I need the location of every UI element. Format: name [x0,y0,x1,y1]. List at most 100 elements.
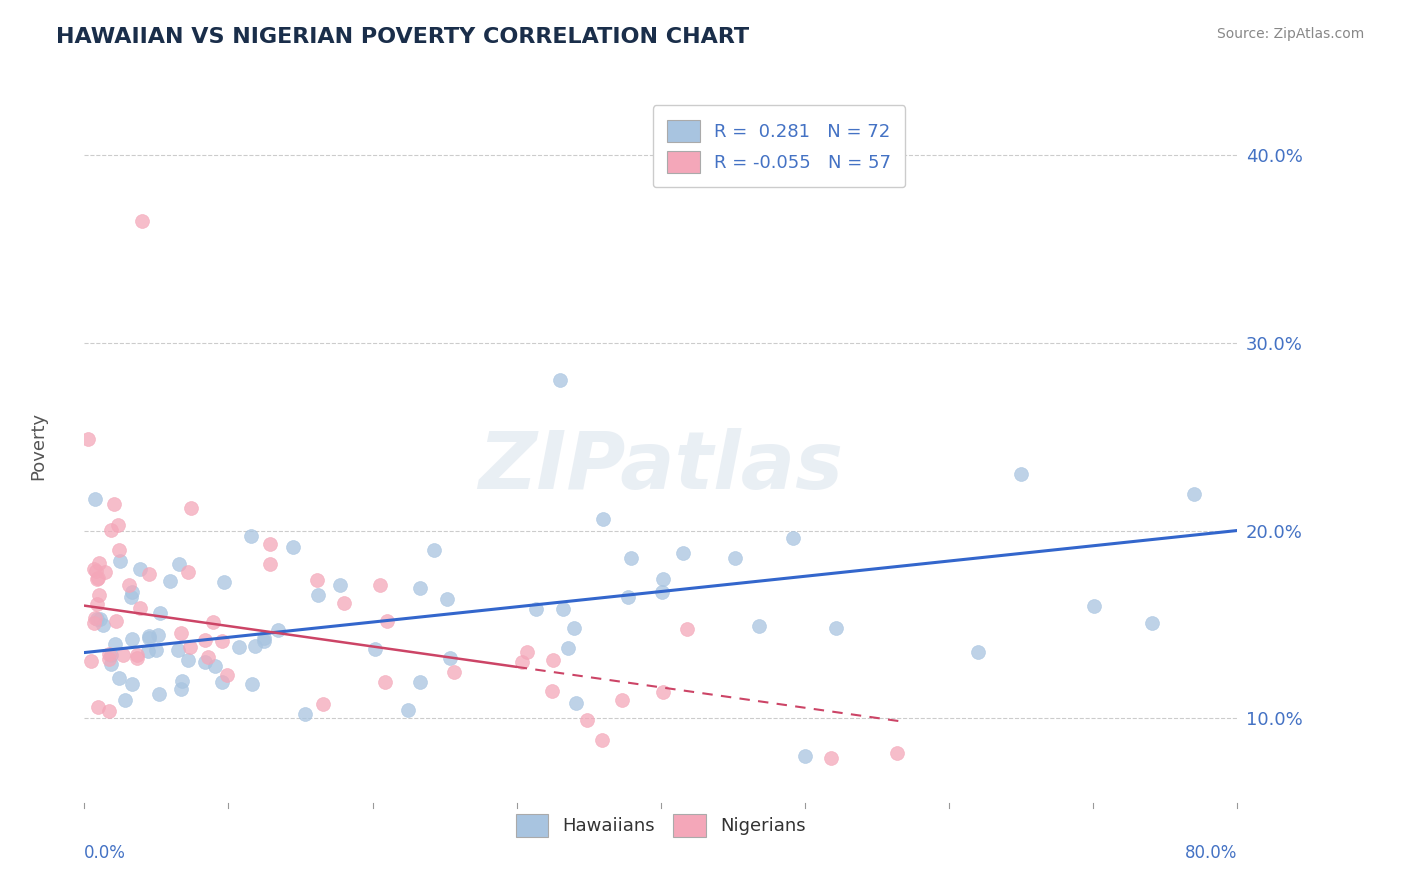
Point [217,668,239,682]
Point [83,491,105,506]
Point [138,631,160,645]
Point [211,675,233,690]
Point [652,572,675,586]
Point [87,700,110,714]
Point [329,577,352,591]
Point [616,590,638,604]
Point [201,615,224,629]
Point [409,675,432,690]
Point [396,703,419,717]
Point [114,693,136,707]
Point [86,572,108,586]
Point [107,671,129,685]
Legend: Hawaiians, Nigerians: Hawaiians, Nigerians [509,807,813,844]
Point [87,571,110,585]
Point [125,648,148,663]
Point [374,675,396,690]
Point [103,497,125,511]
Point [212,575,235,590]
Point [197,649,219,664]
Point [100,648,122,663]
Point [516,644,538,658]
Point [443,665,465,680]
Point [724,551,747,566]
Point [91,617,114,632]
Text: HAWAIIAN VS NIGERIAN POVERTY CORRELATION CHART: HAWAIIAN VS NIGERIAN POVERTY CORRELATION… [56,27,749,46]
Point [83,611,105,625]
Point [540,684,562,698]
Point [610,693,633,707]
Text: Poverty: Poverty [30,412,48,480]
Point [138,629,160,643]
Point [408,581,430,595]
Point [104,637,127,651]
Point [138,567,160,582]
Point [121,584,143,599]
Point [159,574,181,588]
Point [294,707,316,722]
Point [510,655,533,669]
Point [146,628,169,642]
Point [89,612,111,626]
Point [100,657,122,671]
Point [886,746,908,760]
Point [170,673,193,688]
Point [259,537,281,551]
Point [112,648,135,662]
Point [107,543,129,558]
Point [375,614,398,628]
Point [370,578,392,592]
Point [748,619,770,633]
Point [108,554,131,568]
Point [332,596,354,610]
Point [551,602,574,616]
Point [170,625,193,640]
Point [240,676,263,690]
Point [167,558,190,572]
Point [794,748,817,763]
Point [98,647,121,661]
Point [131,213,153,227]
Point [565,696,588,710]
Point [179,640,201,655]
Point [267,624,290,638]
Point [1083,599,1105,613]
Point [177,653,200,667]
Point [253,631,276,645]
Text: ZIPatlas: ZIPatlas [478,428,844,507]
Point [422,543,444,558]
Point [83,561,105,575]
Point [194,655,217,669]
Point [672,546,695,560]
Point [1140,615,1163,630]
Point [439,650,461,665]
Point [177,566,200,580]
Text: 80.0%: 80.0% [1185,844,1237,862]
Point [83,615,105,630]
Point [121,632,143,646]
Text: 0.0%: 0.0% [84,844,127,862]
Point [562,621,585,635]
Point [825,621,848,635]
Point [136,644,159,658]
Point [1010,467,1032,481]
Text: Source: ZipAtlas.com: Source: ZipAtlas.com [1216,27,1364,41]
Point [80,654,103,668]
Point [167,643,190,657]
Point [87,588,110,602]
Point [228,640,250,655]
Point [575,714,598,728]
Point [252,633,274,648]
Point [129,601,152,615]
Point [121,677,143,691]
Point [651,585,673,599]
Point [245,639,267,653]
Point [211,634,233,648]
Point [259,557,281,571]
Point [312,698,335,712]
Point [149,606,172,620]
Point [148,687,170,701]
Point [97,704,120,718]
Point [1182,486,1205,500]
Point [129,562,152,576]
